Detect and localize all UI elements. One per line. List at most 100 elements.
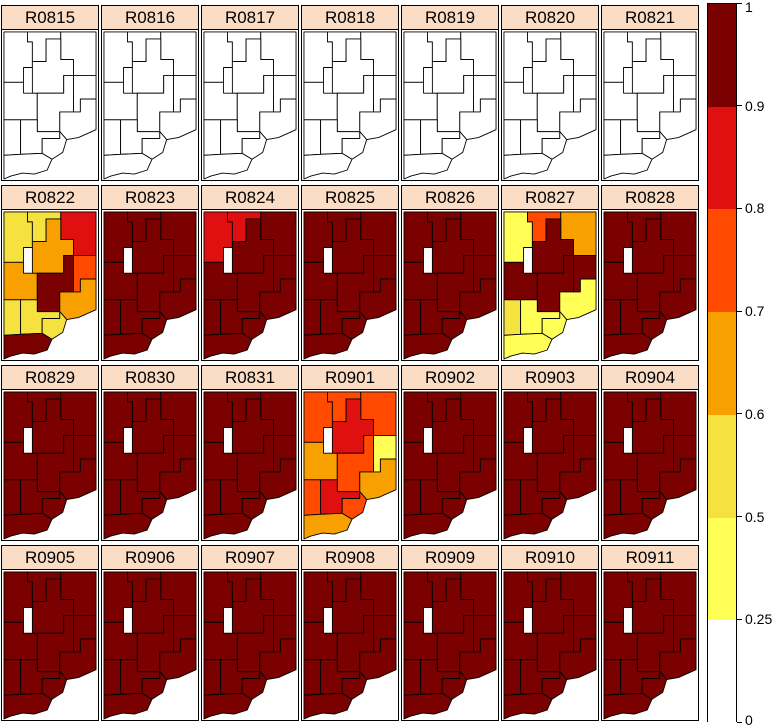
region-map xyxy=(403,31,497,180)
panel-label: R0819 xyxy=(402,6,498,30)
legend-band xyxy=(708,414,736,518)
map-panel: R0908 xyxy=(301,545,399,721)
panel-label: R0817 xyxy=(202,6,298,30)
region-12 xyxy=(403,152,453,180)
panel-label: R0829 xyxy=(2,366,98,390)
region-map xyxy=(303,571,397,720)
panel-label: R0824 xyxy=(202,186,298,210)
region-map xyxy=(303,391,397,540)
region-8 xyxy=(259,98,297,140)
region-5 xyxy=(131,38,174,94)
legend-tick xyxy=(737,619,742,620)
map-panel: R0829 xyxy=(1,365,99,541)
legend-tick xyxy=(737,311,742,312)
legend-tick-label: 0.9 xyxy=(745,98,765,114)
region-12 xyxy=(603,512,653,540)
region-12 xyxy=(503,332,553,360)
panel-label: R0820 xyxy=(502,6,598,30)
region-8 xyxy=(559,98,597,140)
region-12 xyxy=(3,692,53,720)
region-12 xyxy=(3,332,53,360)
legend-band xyxy=(708,4,736,107)
region-9 xyxy=(3,119,22,156)
region-5 xyxy=(631,578,674,634)
legend-tick-label: 0.8 xyxy=(745,200,765,216)
map-panel: R0821 xyxy=(601,5,699,181)
region-8 xyxy=(259,278,297,320)
legend-tick-label: 0 xyxy=(745,712,753,728)
region-map xyxy=(103,211,197,360)
panel-label: R0905 xyxy=(2,546,98,570)
panel-label: R0904 xyxy=(602,366,698,390)
region-5 xyxy=(31,578,74,634)
region-5 xyxy=(331,218,374,274)
map-panel: R0828 xyxy=(601,185,699,361)
region-map xyxy=(603,391,697,540)
region-12 xyxy=(303,512,353,540)
region-map xyxy=(3,31,97,180)
legend-tick xyxy=(737,3,742,4)
map-panel: R0817 xyxy=(201,5,299,181)
map-panel: R0822 xyxy=(1,185,99,361)
legend-tick-label: 0.5 xyxy=(745,509,765,525)
region-map xyxy=(3,391,97,540)
map-panel: R0823 xyxy=(101,185,199,361)
region-9 xyxy=(203,659,222,696)
legend-tick-label: 1 xyxy=(745,0,753,15)
region-12 xyxy=(3,512,53,540)
region-12 xyxy=(203,332,253,360)
region-9 xyxy=(603,299,622,336)
region-12 xyxy=(303,332,353,360)
region-8 xyxy=(259,458,297,500)
region-map xyxy=(3,571,97,720)
region-map xyxy=(503,391,597,540)
region-9 xyxy=(203,479,222,516)
region-12 xyxy=(503,152,553,180)
panel-label: R0830 xyxy=(102,366,198,390)
region-8 xyxy=(459,98,497,140)
map-panel: R0831 xyxy=(201,365,299,541)
map-panel: R0819 xyxy=(401,5,499,181)
map-panel: R0902 xyxy=(401,365,499,541)
region-map xyxy=(103,571,197,720)
map-panel: R0905 xyxy=(1,545,99,721)
panel-label: R0827 xyxy=(502,186,598,210)
region-12 xyxy=(503,512,553,540)
region-12 xyxy=(603,332,653,360)
region-5 xyxy=(431,218,474,274)
region-map xyxy=(303,31,397,180)
region-8 xyxy=(359,278,397,320)
map-panel: R0818 xyxy=(301,5,399,181)
map-panel: R0904 xyxy=(601,365,699,541)
legend-tick-label: 0.6 xyxy=(745,406,765,422)
region-8 xyxy=(159,278,197,320)
region-5 xyxy=(131,218,174,274)
panel-label: R0908 xyxy=(302,546,398,570)
map-panel: R0909 xyxy=(401,545,499,721)
legend-band xyxy=(708,209,736,313)
region-map xyxy=(403,391,497,540)
panel-label: R0826 xyxy=(402,186,498,210)
panel-label: R0821 xyxy=(602,6,698,30)
region-8 xyxy=(159,638,197,680)
region-9 xyxy=(403,659,422,696)
region-8 xyxy=(659,458,697,500)
region-map xyxy=(503,31,597,180)
region-9 xyxy=(203,119,222,156)
region-12 xyxy=(103,332,153,360)
region-map xyxy=(403,211,497,360)
region-map xyxy=(103,31,197,180)
region-12 xyxy=(203,512,253,540)
legend-tick xyxy=(737,722,742,723)
small-multiples-grid: R0815 R0816 R0817 R0818 R0819 R0820 R0821 R0822… xyxy=(1,5,699,721)
region-8 xyxy=(459,458,497,500)
legend-band xyxy=(708,620,736,723)
legend-band xyxy=(708,517,736,621)
region-5 xyxy=(231,38,274,94)
region-8 xyxy=(159,98,197,140)
map-panel: R0910 xyxy=(501,545,599,721)
map-panel: R0827 xyxy=(501,185,599,361)
region-12 xyxy=(503,692,553,720)
region-map xyxy=(603,31,697,180)
region-8 xyxy=(359,98,397,140)
